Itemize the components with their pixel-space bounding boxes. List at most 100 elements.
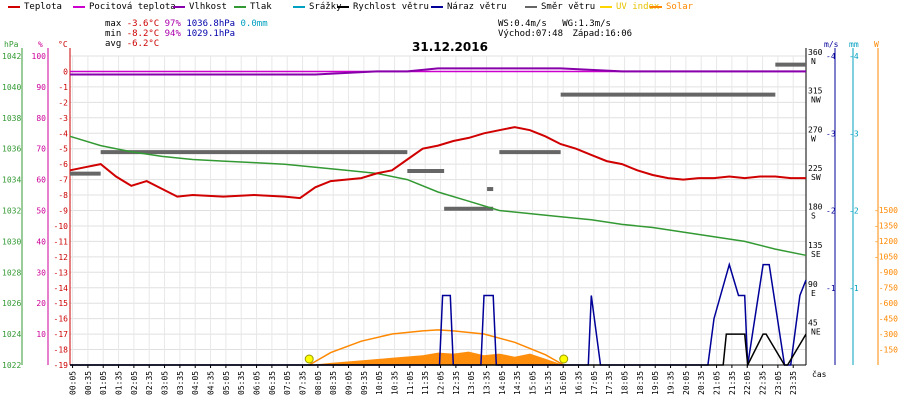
stats-sun-row: Východ:07:48 Západ:16:06 xyxy=(498,29,632,39)
tick-humidity: 40 xyxy=(36,237,46,246)
tick-temp: -8 xyxy=(58,191,68,200)
tick-x: 09:35 xyxy=(360,371,369,395)
legend-swatch xyxy=(8,5,20,8)
tick-wind: -3 xyxy=(826,129,836,138)
tick-pressure: 1024 xyxy=(2,330,21,339)
tick-solar: -600 xyxy=(879,299,898,308)
tick-pressure: 1040 xyxy=(2,83,21,92)
tick-humidity: 20 xyxy=(36,299,46,308)
legend-label: Náraz větru xyxy=(447,2,507,12)
tick-x: 14:05 xyxy=(498,371,507,395)
unit-percent: % xyxy=(38,40,43,49)
tick-rain: -2 xyxy=(849,207,859,216)
legend-item: Směr větru xyxy=(525,2,595,12)
legend-label: Rychlost větru xyxy=(353,2,429,12)
unit-ms: m/s xyxy=(824,40,839,49)
tick-x: 22:35 xyxy=(759,371,768,395)
tick-x: 11:05 xyxy=(406,371,415,395)
tick-x: 14:35 xyxy=(513,371,522,395)
tick-direction-letter: W xyxy=(811,134,816,143)
tick-x: 12:05 xyxy=(437,371,446,395)
tick-x: 19:35 xyxy=(667,371,676,395)
legend-item: Srážky xyxy=(293,2,342,12)
tick-humidity: 10 xyxy=(36,330,46,339)
tick-x: 23:05 xyxy=(774,371,783,395)
stats-wind-row: WS:0.4m/s WG:1.3m/s xyxy=(498,19,611,29)
sunset: Západ:16:06 xyxy=(572,29,633,39)
tick-pressure: 1038 xyxy=(2,114,21,123)
tick-humidity: 100 xyxy=(32,52,47,61)
tick-x: 05:35 xyxy=(237,371,246,395)
series-humidity xyxy=(70,67,806,76)
legend-swatch xyxy=(293,5,305,8)
tick-x: 00:05 xyxy=(69,371,78,395)
tick-x: 19:05 xyxy=(651,371,660,395)
legend-swatch xyxy=(431,5,443,8)
wind-speed-avg: WS:0.4m/s xyxy=(498,19,547,29)
legend-item: Pocitová teplota xyxy=(73,2,176,12)
tick-temp: 0 xyxy=(63,67,68,76)
tick-solar: -1500 xyxy=(874,206,898,215)
tick-wind: -1 xyxy=(826,284,836,293)
tick-temp: -11 xyxy=(54,237,69,246)
series-temperature xyxy=(69,126,806,200)
tick-direction-letter: NE xyxy=(811,327,821,336)
series-pressure xyxy=(69,135,807,257)
tick-temp: -2 xyxy=(58,98,68,107)
max-humidity: 97% xyxy=(164,19,181,29)
tick-x: 04:05 xyxy=(191,371,200,395)
tick-x: 10:05 xyxy=(375,371,384,395)
legend-swatch xyxy=(600,5,612,8)
tick-x: 13:05 xyxy=(467,371,476,395)
tick-direction-letter: SW xyxy=(811,173,821,182)
legend-item: Solar xyxy=(650,2,693,12)
tick-pressure: 1036 xyxy=(2,145,21,154)
x-axis-label: čas xyxy=(812,369,827,379)
tick-pressure: 1028 xyxy=(2,268,21,277)
stats-avg-row: avg -6.2°C xyxy=(105,39,159,49)
tick-x: 04:35 xyxy=(207,371,216,395)
stats-min-row: min -8.2°C 94% 1029.1hPa xyxy=(105,29,235,39)
tick-direction-letter: E xyxy=(811,289,816,298)
min-temp: -8.2°C xyxy=(126,29,160,39)
tick-x: 21:35 xyxy=(728,371,737,395)
tick-temp: -17 xyxy=(54,330,69,339)
tick-x: 09:05 xyxy=(345,371,354,395)
tick-solar: -900 xyxy=(879,268,898,277)
tick-pressure: 1030 xyxy=(2,237,21,246)
legend-item: Vlhkost xyxy=(173,2,227,12)
tick-pressure: 1022 xyxy=(2,361,21,370)
tick-rain: -3 xyxy=(849,129,859,138)
tick-x: 00:35 xyxy=(84,371,93,395)
max-temp: -3.6°C xyxy=(126,19,160,29)
legend-swatch xyxy=(525,5,537,8)
tick-temp: -1 xyxy=(58,83,68,92)
tick-x: 03:05 xyxy=(161,371,170,395)
tick-solar: -300 xyxy=(879,330,898,339)
legend-swatch xyxy=(650,5,662,8)
tick-x: 06:05 xyxy=(253,371,262,395)
max-pressure: 1036.8hPa xyxy=(186,19,236,29)
tick-solar: -750 xyxy=(879,284,898,293)
tick-direction: 315 xyxy=(808,87,823,96)
legend-swatch xyxy=(337,5,349,8)
tick-direction: 360 xyxy=(808,48,823,57)
avg-temp: -6.2°C xyxy=(126,39,160,49)
tick-x: 08:35 xyxy=(329,371,338,395)
tick-solar: -1050 xyxy=(874,253,898,262)
tick-direction-letter: NW xyxy=(811,96,821,105)
tick-solar: -1350 xyxy=(874,222,898,231)
sunrise: Východ:07:48 xyxy=(498,29,564,39)
tick-wind: -4 xyxy=(826,52,836,61)
tick-temp: -3 xyxy=(58,114,68,123)
tick-x: 07:05 xyxy=(283,371,292,395)
legend-item: Rychlost větru xyxy=(337,2,429,12)
tick-temp: -5 xyxy=(58,145,68,154)
tick-x: 02:35 xyxy=(145,371,154,395)
legend-label: UV index xyxy=(616,2,660,12)
tick-x: 01:05 xyxy=(99,371,108,395)
tick-x: 15:05 xyxy=(529,371,538,395)
max-rain: 0.0mm xyxy=(240,19,268,29)
tick-temp: -4 xyxy=(58,129,68,138)
legend-swatch xyxy=(173,5,185,8)
